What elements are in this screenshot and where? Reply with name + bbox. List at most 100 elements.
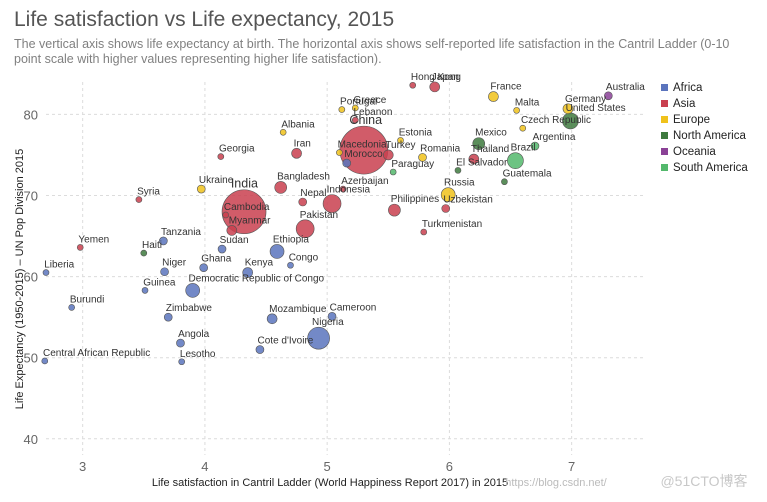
data-point [222,211,229,219]
data-point [351,116,359,124]
data-point [327,312,337,321]
point-label: Lebanon [353,107,392,118]
data-point [269,244,285,259]
data-point [513,107,520,114]
point-label: Turkmenistan [422,219,482,230]
data-point [342,158,352,168]
point-label: Russia [444,178,475,189]
data-point [409,81,417,89]
data-point [488,91,499,102]
point-label: Burundi [70,294,104,305]
point-label: Cameroon [330,302,377,313]
legend-swatch [661,148,668,155]
legend-swatch [661,100,668,107]
point-label: Mozambique [269,304,327,315]
data-point [135,196,143,203]
point-label: Central African Republic [43,348,150,359]
data-point [604,91,613,101]
point-label: Malta [515,97,540,108]
point-label: Syria [137,187,160,198]
y-tick-label: 70 [24,189,38,204]
point-label: United States [566,103,626,114]
point-label: Tanzania [161,227,201,238]
point-label: Turkey [385,140,415,151]
data-point [351,104,359,112]
data-point [501,178,508,186]
point-label: Zimbabwe [166,303,213,314]
x-tick-label: 5 [324,459,331,474]
point-label: France [490,82,522,93]
data-point [336,149,343,156]
point-label: Guinea [143,277,176,288]
data-point [338,106,346,113]
x-tick-label: 7 [568,459,575,474]
point-label: Georgia [219,144,255,155]
point-label: Democratic Republic of Congo [188,273,324,284]
data-point [420,228,428,236]
point-label: Ukraine [199,175,234,186]
y-tick-label: 80 [24,107,38,122]
data-point [429,81,441,93]
point-label: Liberia [44,260,74,271]
data-point [163,312,173,322]
data-point [242,267,254,278]
legend-swatch [661,116,668,123]
point-label: El Salvador [456,157,508,168]
legend-swatch [661,132,668,139]
watermark-brand: @51CTO博客 [660,473,747,489]
data-point [185,283,200,298]
data-point [530,141,540,151]
data-point [298,197,308,207]
y-tick-label: 60 [24,270,38,285]
point-label: Czech Republic [521,115,591,126]
point-label: Hong Kong [411,72,461,83]
point-label: Portugal [340,97,377,108]
point-label: Haiti [142,240,162,251]
legend-entry: Africa [673,82,703,94]
point-label: Albania [281,119,315,130]
point-label: Kenya [245,258,274,269]
data-point [454,167,462,174]
chart-subtitle: The vertical axis shows life expectancy … [14,37,730,66]
point-label: Indonesia [327,185,371,196]
y-axis-label: Life Expectancy (1950-2015) – UN Pop Div… [14,149,26,409]
data-point [159,236,168,246]
data-point [291,148,302,159]
point-label: Mexico [475,128,507,139]
point-label: Greece [353,95,386,106]
legend-entry: North America [673,130,746,142]
data-point [295,219,315,239]
data-point [472,137,486,150]
point-label: Niger [162,258,187,269]
point-label: Thailand [471,144,509,155]
point-label: India [231,177,258,191]
data-point [42,269,50,276]
data-point [519,124,527,132]
data-point [562,103,574,115]
point-label: Ethiopia [273,234,310,245]
data-point [322,194,342,213]
legend-swatch [661,84,668,91]
data-point [217,153,225,160]
data-points [41,81,613,366]
point-label: Myanmar [229,215,271,226]
point-label: Macedonia [338,140,387,151]
data-point [76,244,84,251]
x-tick-label: 4 [201,459,208,474]
data-point [141,287,149,294]
data-point [397,137,404,144]
point-label: Congo [289,252,319,263]
data-point [389,168,397,176]
point-label: Morocco [344,149,383,160]
legend-swatch [661,164,668,171]
data-point [221,189,267,235]
point-label: Nigeria [312,317,344,328]
watermark-url: https://blog.csdn.net/ [505,477,607,489]
x-axis-label: Life satisfaction in Cantril Ladder (Wor… [152,477,508,489]
point-label: Ghana [201,254,231,265]
point-label: Romania [420,143,460,154]
point-label: Lesotho [180,349,216,360]
legend-entry: Asia [673,98,696,110]
point-label: Paraguay [391,159,434,170]
